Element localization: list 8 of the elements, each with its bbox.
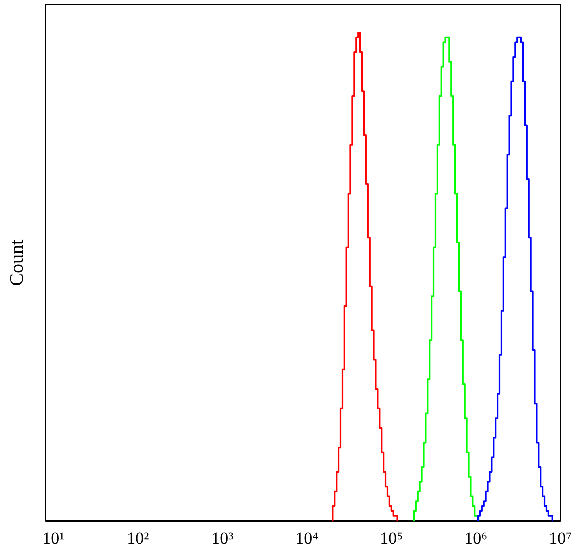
x-tick-label: 10³ <box>212 529 234 548</box>
y-axis-title: Count <box>7 239 28 286</box>
x-tick-label: 10² <box>127 529 150 548</box>
x-tick-label: 10⁵ <box>380 529 404 548</box>
x-tick-label: 10¹ <box>42 529 65 548</box>
x-tick-label: 10⁷ <box>549 529 572 548</box>
x-tick-label: 10⁶ <box>464 529 488 548</box>
x-tick-label: 10⁴ <box>296 529 319 548</box>
